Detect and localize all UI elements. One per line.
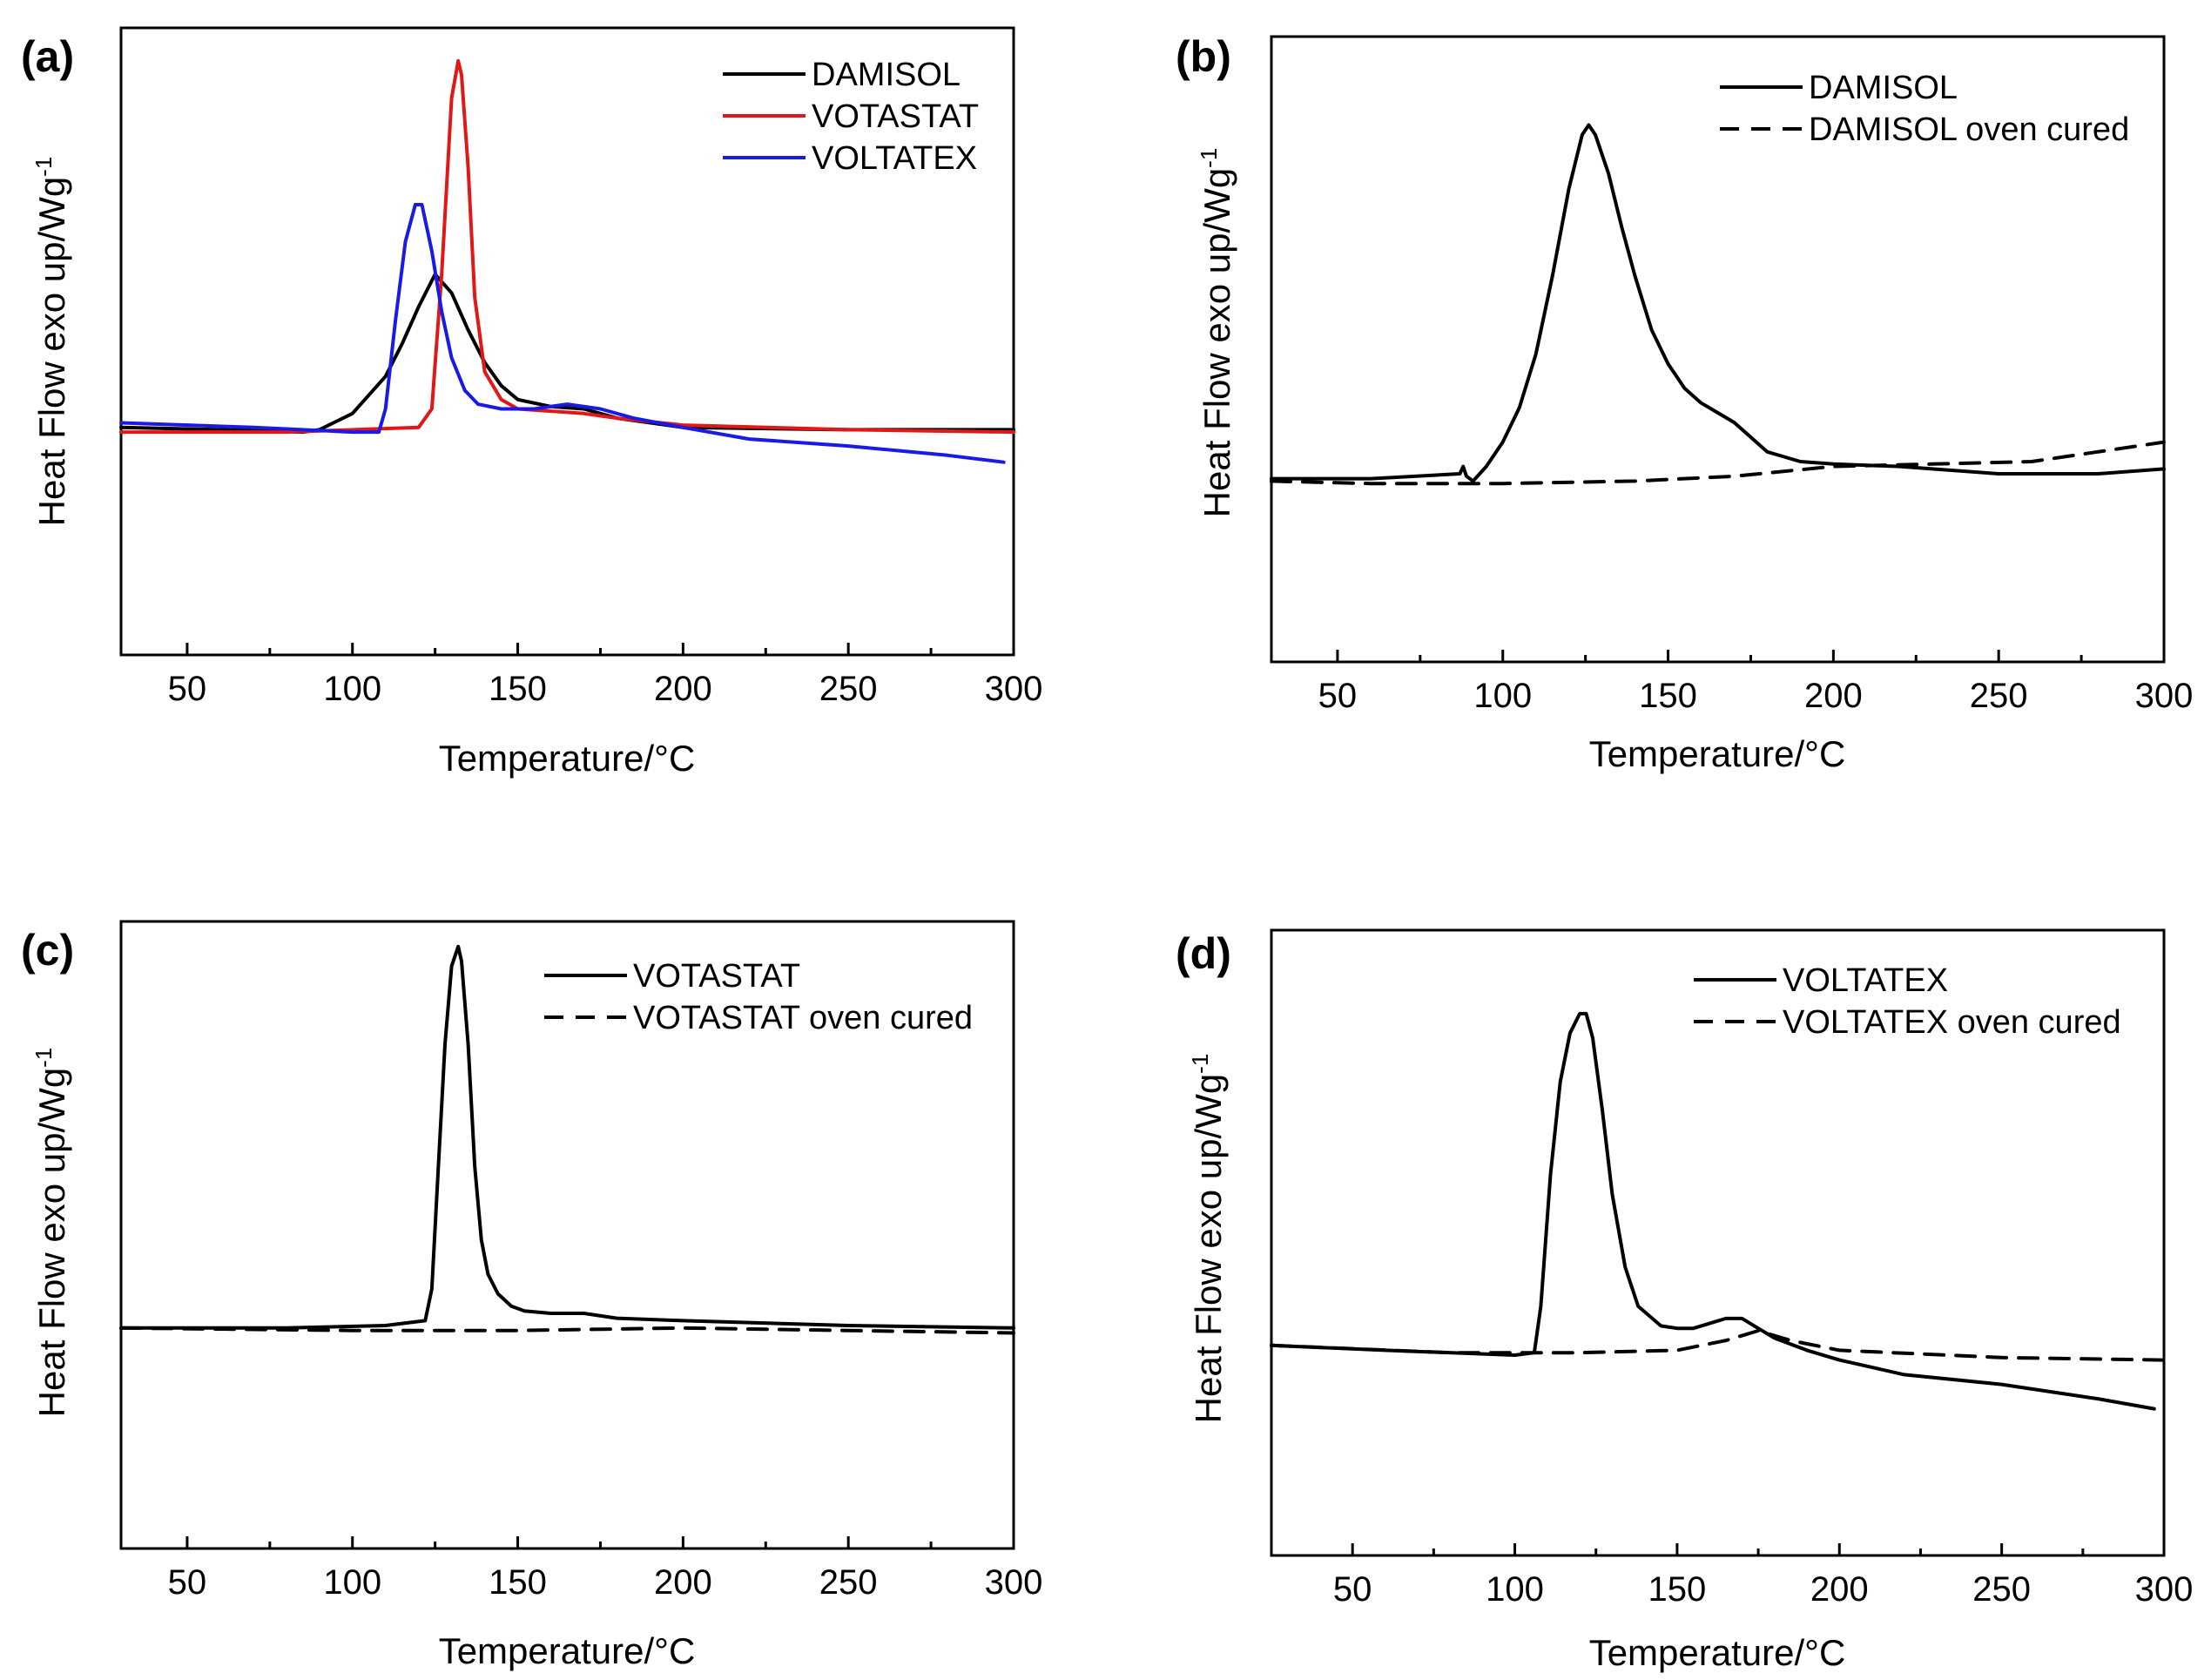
panel-c-x-tick-label: 100 — [323, 1563, 381, 1602]
panel-a-x-tick-label: 200 — [654, 670, 712, 708]
panel-b-y-axis-title: Heat Flow exo up/Wg-1 — [1196, 148, 1237, 518]
panel-b-y-axis-title-main: Heat Flow exo up/Wg — [1197, 168, 1237, 518]
panel-b-legend: DAMISOL DAMISOL oven cured — [1720, 70, 2129, 148]
panel-b: (b) 50 100 150 200 250 300 DAMISOL DAMISOL ove… — [1176, 32, 2193, 774]
panel-a-ticks: 50 100 150 200 250 300 — [168, 643, 1043, 708]
panel-c-plot-frame — [119, 920, 1015, 1550]
panel-d-legend-label: VOLTATEX oven cured — [1783, 1004, 2121, 1041]
panel-b-x-tick-label: 150 — [1639, 677, 1697, 715]
panel-c-series — [119, 944, 1015, 1335]
panel-b-x-tick-label: 300 — [2135, 677, 2194, 715]
panel-a-label: (a) — [21, 32, 74, 81]
panel-c-label: (c) — [21, 926, 74, 975]
panel-b-series — [1270, 123, 2166, 486]
panel-a-plot-frame — [119, 26, 1015, 657]
panel-b-ticks: 50 100 150 200 250 300 — [1318, 650, 2194, 715]
panel-a-series-line-damisol — [119, 273, 1015, 435]
panel-c-legend: VOTASTAT VOTASTAT oven cured — [544, 958, 973, 1036]
panel-d-label: (d) — [1176, 929, 1231, 978]
panel-c-x-tick-label: 250 — [819, 1563, 878, 1602]
panel-b-series-line-damisol — [1270, 123, 2166, 483]
panel-a-legend: DAMISOL VOTASTAT VOLTATEX — [723, 57, 979, 177]
panel-a-series — [119, 58, 1015, 464]
panel-c-x-axis-title: Temperature/°C — [439, 1630, 696, 1671]
panel-b-x-tick-label: 250 — [1970, 677, 2028, 715]
panel-d-x-axis-title: Temperature/°C — [1589, 1632, 1846, 1673]
panel-c-x-tick-label: 150 — [489, 1563, 547, 1602]
panel-d-x-tick-label: 250 — [1972, 1570, 2031, 1609]
panel-b-x-tick-label: 200 — [1804, 677, 1863, 715]
panel-b-x-tick-label: 50 — [1318, 677, 1358, 715]
panel-a-series-line-votastat — [119, 58, 1015, 435]
panel-a-legend-label: VOLTATEX — [812, 140, 977, 177]
panel-a: (a) 50 100 150 200 250 300 DAMISOL VOTASTAT VOL… — [21, 26, 1043, 779]
panel-c-y-axis-title-sup: -1 — [30, 1048, 57, 1068]
panel-a-y-axis-title: Heat Flow exo up/Wg-1 — [30, 157, 72, 527]
panel-b-plot-frame — [1270, 35, 2166, 664]
panel-d-x-tick-label: 50 — [1333, 1570, 1372, 1609]
panel-b-legend-label: DAMISOL oven cured — [1809, 111, 2129, 148]
panel-d-x-tick-label: 300 — [2135, 1570, 2194, 1609]
panel-c-series-line-votastat-oven-cured — [119, 1326, 1015, 1335]
panel-d-y-axis-title-sup: -1 — [1187, 1054, 1213, 1074]
panel-a-legend-label: VOTASTAT — [812, 98, 979, 135]
panel-a-x-tick-label: 300 — [985, 670, 1043, 708]
panel-c-x-tick-label: 200 — [654, 1563, 712, 1602]
panel-c-x-tick-label: 300 — [985, 1563, 1043, 1602]
panel-b-y-axis-title-sup: -1 — [1196, 148, 1222, 168]
panel-d-y-axis-title: Heat Flow exo up/Wg-1 — [1187, 1054, 1229, 1424]
panel-a-x-tick-label: 150 — [489, 670, 547, 708]
panel-a-x-tick-label: 250 — [819, 670, 878, 708]
panel-d-x-tick-label: 200 — [1810, 1570, 1869, 1609]
panel-d-ticks: 50 100 150 200 250 300 — [1270, 1543, 2194, 1609]
panel-d-series-line-voltatex-oven-cured — [1270, 1329, 2166, 1362]
panel-d-legend-label: VOLTATEX — [1783, 962, 1948, 999]
panel-b-legend-label: DAMISOL — [1809, 70, 1958, 106]
panel-a-x-axis-title: Temperature/°C — [439, 738, 696, 779]
panel-a-legend-label: DAMISOL — [812, 57, 961, 93]
panel-c: (c) 50 100 150 200 250 300 VOTASTAT VOTASTAT o… — [21, 920, 1043, 1671]
panel-d: (d) 50 100 150 200 250 300 VOLTATEX VOLTATEX o… — [1176, 928, 2194, 1673]
panel-c-series-line-votastat — [119, 944, 1015, 1330]
panel-c-legend-label: VOTASTAT oven cured — [633, 1000, 973, 1036]
panel-a-y-axis-title-sup: -1 — [30, 157, 57, 177]
panel-b-x-axis-title: Temperature/°C — [1589, 733, 1846, 774]
panel-a-x-tick-label: 100 — [323, 670, 381, 708]
panel-d-series-line-voltatex — [1270, 1011, 2156, 1411]
panel-a-x-tick-label: 50 — [168, 670, 207, 708]
panel-d-plot-frame — [1270, 928, 2166, 1557]
panel-c-x-tick-label: 50 — [168, 1563, 207, 1602]
panel-d-y-axis-title-main: Heat Flow exo up/Wg — [1188, 1074, 1229, 1424]
panel-a-y-axis-title-main: Heat Flow exo up/Wg — [31, 177, 72, 527]
panel-b-series-line-damisol-oven-cured — [1270, 440, 2166, 486]
panel-b-x-tick-label: 100 — [1473, 677, 1532, 715]
panel-d-legend: VOLTATEX VOLTATEX oven cured — [1694, 962, 2121, 1041]
panel-c-y-axis-title-main: Heat Flow exo up/Wg — [31, 1068, 72, 1418]
panel-b-label: (b) — [1176, 32, 1231, 81]
panel-a-series-line-voltatex — [119, 203, 1006, 464]
panel-d-x-tick-label: 100 — [1486, 1570, 1544, 1609]
panel-d-series — [1270, 1011, 2166, 1411]
panel-d-x-tick-label: 150 — [1648, 1570, 1707, 1609]
panel-c-legend-label: VOTASTAT — [633, 958, 800, 995]
panel-c-ticks: 50 100 150 200 250 300 — [168, 1536, 1043, 1602]
panel-c-y-axis-title: Heat Flow exo up/Wg-1 — [30, 1048, 72, 1418]
